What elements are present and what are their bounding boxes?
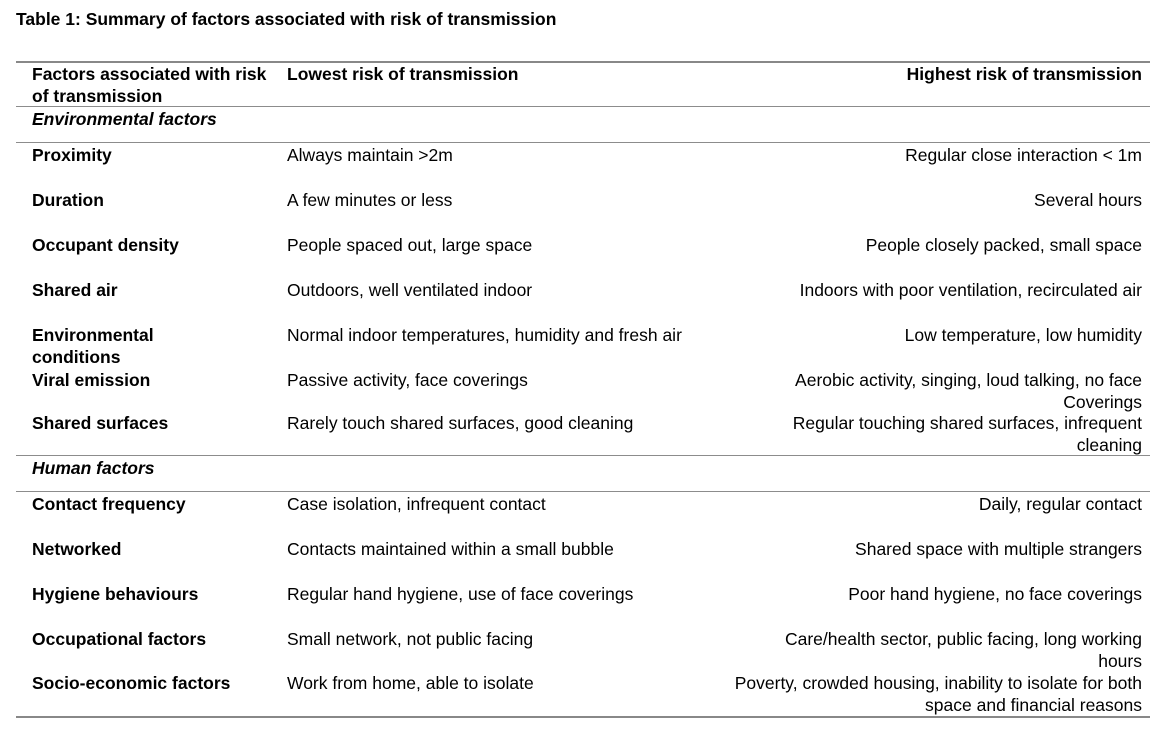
row-lowest: A few minutes or less [287, 190, 453, 210]
header-lowest: Lowest risk of transmission [287, 64, 519, 84]
row-factor: Occupational factors [32, 629, 207, 649]
row-highest: Regular close interaction < 1m [905, 145, 1142, 165]
row-highest: Shared space with multiple strangers [855, 539, 1142, 559]
row-factor: Hygiene behaviours [32, 584, 199, 604]
row-highest: Aerobic activity, singing, loud talking,… [795, 370, 1142, 412]
row-factor: Viral emission [32, 370, 151, 390]
header-rule [16, 106, 1150, 107]
section-rule [16, 455, 1150, 456]
row-highest: Daily, regular contact [978, 494, 1142, 514]
header-factor: Factors associated with risk of transmis… [32, 64, 267, 106]
row-factor: Occupant density [32, 235, 179, 255]
row-lowest: Passive activity, face coverings [287, 370, 528, 390]
row-lowest: Rarely touch shared surfaces, good clean… [287, 413, 634, 433]
row-factor: Networked [32, 539, 122, 559]
section-title-human: Human factors [32, 458, 155, 478]
section-title-environmental: Environmental factors [32, 109, 217, 129]
row-lowest: Contacts maintained within a small bubbl… [287, 539, 614, 559]
row-lowest: Regular hand hygiene, use of face coveri… [287, 584, 634, 604]
row-lowest: Normal indoor temperatures, humidity and… [287, 325, 682, 345]
row-highest: Poverty, crowded housing, inability to i… [734, 673, 1142, 715]
row-factor: Contact frequency [32, 494, 186, 514]
row-factor: Shared surfaces [32, 413, 169, 433]
row-highest: People closely packed, small space [865, 235, 1142, 255]
row-highest: Low temperature, low humidity [904, 325, 1142, 345]
table-top-rule [16, 61, 1150, 63]
table-bottom-rule [16, 716, 1150, 718]
row-factor: Proximity [32, 145, 112, 165]
row-lowest: Work from home, able to isolate [287, 673, 534, 693]
header-highest: Highest risk of transmission [906, 64, 1142, 84]
row-highest: Regular touching shared surfaces, infreq… [792, 413, 1142, 455]
row-lowest: Always maintain >2m [287, 145, 453, 165]
row-highest: Several hours [1034, 190, 1142, 210]
row-lowest: People spaced out, large space [287, 235, 533, 255]
section-rule [16, 142, 1150, 143]
row-highest: Indoors with poor ventilation, recircula… [799, 280, 1142, 300]
row-factor: Socio-economic factors [32, 673, 231, 693]
table-caption: Table 1: Summary of factors associated w… [16, 9, 557, 29]
row-factor: Environmental conditions [32, 325, 154, 367]
row-factor: Shared air [32, 280, 118, 300]
row-lowest: Outdoors, well ventilated indoor [287, 280, 533, 300]
row-highest: Poor hand hygiene, no face coverings [848, 584, 1142, 604]
row-lowest: Case isolation, infrequent contact [287, 494, 546, 514]
row-highest: Care/health sector, public facing, long … [784, 629, 1142, 671]
row-lowest: Small network, not public facing [287, 629, 534, 649]
section-rule [16, 491, 1150, 492]
row-factor: Duration [32, 190, 104, 210]
